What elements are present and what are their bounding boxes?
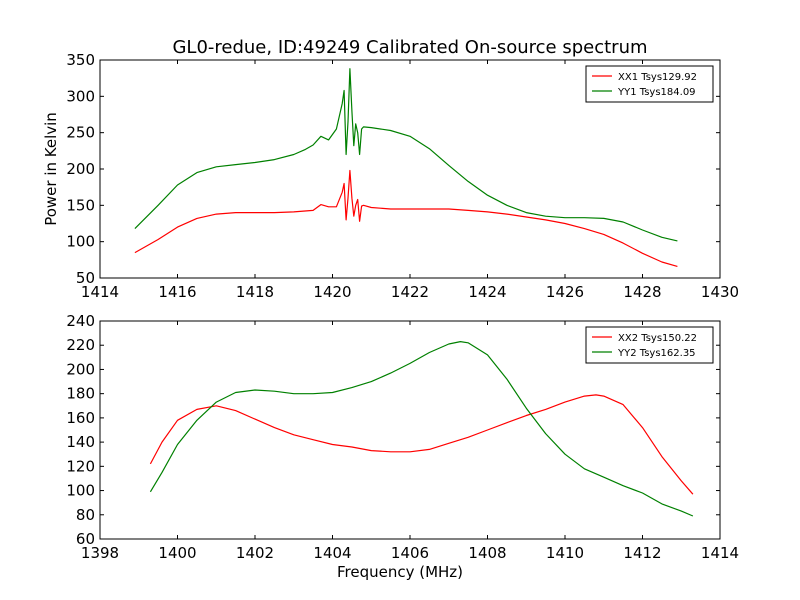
y-tick-label: 200: [66, 360, 95, 378]
series-line-2: [134, 68, 678, 242]
series-line-2: [149, 341, 694, 517]
y-tick-label: 150: [66, 196, 95, 214]
x-tick-label: 1404: [313, 544, 351, 562]
y-tick-label: 200: [66, 160, 95, 178]
x-tick-label: 1416: [158, 283, 196, 301]
y-tick-label: 120: [66, 457, 95, 475]
x-tick-label: 1406: [391, 544, 429, 562]
y-tick-label: 250: [66, 124, 95, 142]
x-tick-label: 1402: [236, 544, 274, 562]
series-line-1: [149, 394, 694, 495]
x-tick-label: 1422: [391, 283, 429, 301]
x-tick-label: 1418: [236, 283, 274, 301]
x-axis-label: Frequency (MHz): [337, 563, 463, 581]
x-tick-label: 1400: [158, 544, 196, 562]
y-tick-label: 60: [76, 530, 95, 548]
x-tick-label: 1408: [468, 544, 506, 562]
y-tick-label: 240: [66, 312, 95, 330]
y-tick-label: 220: [66, 336, 95, 354]
legend: XX2 Tsys150.22 YY2 Tsys162.35: [585, 326, 714, 364]
x-tick-label: 1398: [81, 544, 119, 562]
y-tick-label: 300: [66, 87, 95, 105]
y-axis-label: Power in Kelvin: [42, 112, 60, 226]
legend-box: [585, 326, 714, 364]
x-tick-label: 1420: [313, 283, 351, 301]
series-line-1: [134, 169, 678, 267]
legend: XX1 Tsys129.92 YY1 Tsys184.09: [585, 65, 714, 103]
legend-label-1: XX1 Tsys129.92: [618, 72, 697, 83]
y-tick-label: 50: [76, 269, 95, 287]
y-tick-label: 350: [66, 51, 95, 69]
x-tick-label: 1410: [546, 544, 584, 562]
y-tick-label: 180: [66, 385, 95, 403]
x-tick-label: 1414: [81, 283, 119, 301]
x-tick-label: 1414: [701, 544, 739, 562]
y-tick-label: 100: [66, 482, 95, 500]
plot-1: 1414 1416 1418 1420 1422 1424 1426 1428 1430 50 10…: [42, 51, 739, 301]
x-tick-label: 1426: [546, 283, 584, 301]
legend-label-2: YY1 Tsys184.09: [617, 87, 696, 98]
x-tick-label: 1430: [701, 283, 739, 301]
y-tick-label: 140: [66, 433, 95, 451]
y-tick-label: 80: [76, 506, 95, 524]
legend-box: [585, 65, 714, 103]
y-tick-label: 160: [66, 409, 95, 427]
x-tick-label: 1412: [623, 544, 661, 562]
plots-container: 1414 1416 1418 1420 1422 1424 1426 1428 1430 50 10…: [42, 51, 739, 581]
x-tick-label: 1428: [623, 283, 661, 301]
y-tick-label: 100: [66, 233, 95, 251]
plot-2: 1398 1400 1402 1404 1406 1408 1410 1412 1414 60 80…: [66, 312, 739, 581]
legend-label-2: YY2 Tsys162.35: [617, 348, 696, 359]
x-tick-label: 1424: [468, 283, 506, 301]
legend-label-1: XX2 Tsys150.22: [618, 333, 697, 344]
figure-title: GL0-redue, ID:49249 Calibrated On-source…: [172, 37, 647, 58]
